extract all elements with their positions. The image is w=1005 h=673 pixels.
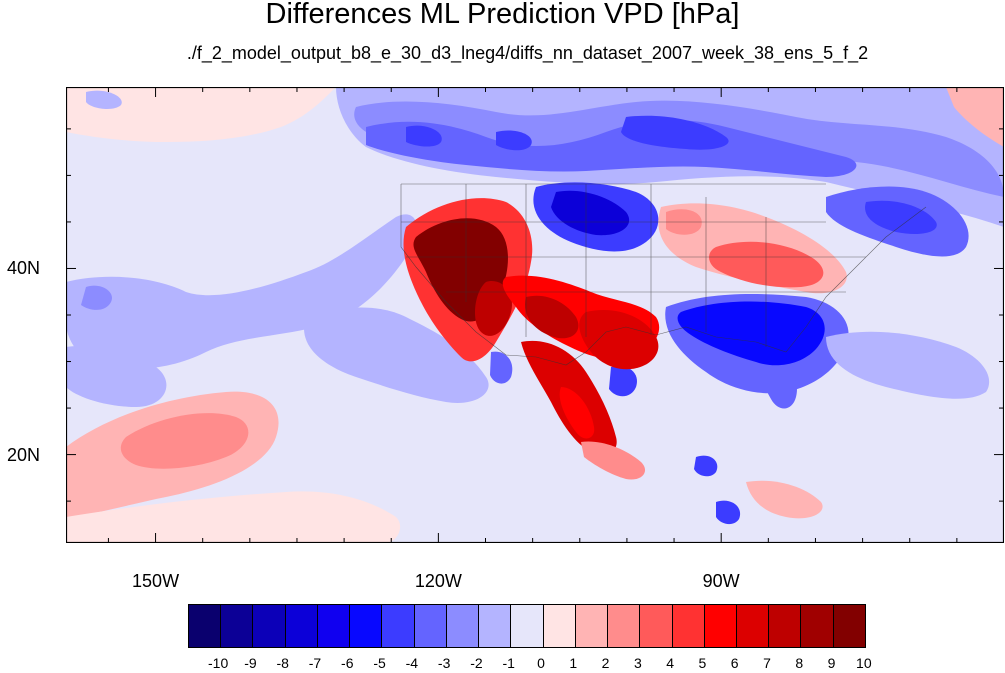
colorbar-swatch — [189, 605, 222, 647]
lon-label: 120W — [414, 571, 462, 591]
colorbar-label: 6 — [730, 655, 739, 671]
colorbar-swatch — [608, 605, 641, 647]
caribbean-blue-2 — [716, 500, 741, 525]
colorbar-label: 5 — [698, 655, 707, 671]
colorbar-swatch — [253, 605, 286, 647]
colorbar-swatch — [769, 605, 802, 647]
colorbar-swatch — [736, 605, 770, 647]
colorbar-label: 3 — [633, 655, 642, 671]
gulf-blue-spot — [609, 365, 637, 397]
state-borders — [400, 183, 927, 366]
lon-label: 150W — [132, 571, 180, 591]
colorbar-swatch — [640, 605, 673, 647]
northeast-strong-blue — [865, 200, 937, 234]
colorbar-swatch — [350, 605, 383, 647]
pacific-mid-blue-spot — [81, 285, 112, 310]
canada-strong-blue-3 — [496, 130, 532, 151]
alaska-blue-spot — [86, 90, 122, 109]
colorbar-swatch — [511, 605, 544, 647]
colorbar-label: -8 — [276, 655, 289, 671]
colorbar-swatch — [704, 605, 737, 647]
colorbar-swatch — [317, 605, 351, 647]
colorbar-swatch — [801, 605, 834, 647]
colorbar — [188, 604, 866, 648]
hawaii-pink-inner — [120, 413, 249, 469]
lat-label: 20N — [6, 444, 40, 465]
colorbar-label: 8 — [795, 655, 804, 671]
baja-blue-spot — [490, 351, 513, 384]
west-red-mid — [474, 281, 512, 336]
colorbar-label: 1 — [569, 655, 578, 671]
colorbar-label: 0 — [537, 655, 545, 671]
colorbar-swatch — [833, 605, 865, 647]
alaska-pink — [66, 87, 336, 142]
colorbar-label: -10 — [208, 655, 229, 671]
pacific-blue-patch-3 — [66, 345, 167, 407]
atlantic-right-pink — [946, 87, 1004, 147]
colorbar-label: -9 — [244, 655, 257, 671]
northern-plains-strong-blue — [551, 190, 630, 236]
lon-label: 90W — [702, 571, 740, 591]
colorbar-swatch — [672, 605, 705, 647]
pacific-blue-patch-1 — [66, 214, 417, 369]
colorbar-labels: -10 -9 -8 -7 -6 -5 -4 -3 -2 -1 0 1 2 3 4 5 6 7 8 9 10 — [0, 655, 1005, 673]
canada-blue-band — [366, 120, 857, 177]
mexico-pink-edge — [581, 441, 646, 480]
colorbar-label: -5 — [373, 655, 386, 671]
colorbar-label: 9 — [827, 655, 836, 671]
colorbar-label: -3 — [437, 655, 451, 671]
colorbar-swatch — [479, 605, 512, 647]
pacific-south-pink — [66, 491, 401, 543]
colorbar-swatch — [414, 605, 447, 647]
map-subtitle: ./f_2_model_output_b8_e_30_d3_lneg4/diff… — [186, 43, 869, 63]
canada-strong-blue-2 — [621, 115, 729, 150]
colorbar-label: 4 — [666, 655, 675, 671]
colorbar-swatch — [575, 605, 609, 647]
colorbar-swatch — [221, 605, 254, 647]
map-title: Differences ML Prediction VPD [hPa] — [265, 0, 740, 30]
vpd-difference-map — [66, 87, 1004, 543]
caribbean-blue-1 — [694, 455, 718, 477]
colorbar-swatch — [285, 605, 318, 647]
colorbar-label: -1 — [502, 655, 515, 671]
lat-label: 40N — [6, 258, 40, 279]
mexico-red-inner — [559, 387, 595, 439]
southwest-dark-red — [525, 295, 579, 339]
colorbar-label: -6 — [341, 655, 354, 671]
colorbar-swatch — [382, 605, 415, 647]
pacific-blue-patch-2 — [304, 307, 489, 403]
colorbar-label: 7 — [763, 655, 771, 671]
florida-blue — [763, 366, 797, 409]
map-canvas — [66, 87, 1004, 543]
colorbar-label: -7 — [308, 655, 322, 671]
canada-strong-blue-1 — [406, 125, 442, 147]
colorbar-label: -4 — [405, 655, 419, 671]
colorbar-label: 10 — [856, 655, 872, 671]
colorbar-swatch — [543, 605, 576, 647]
east-atlantic-light-blue — [826, 331, 990, 399]
texas-red — [579, 309, 659, 370]
colorbar-swatch — [446, 605, 480, 647]
colorbar-label: -2 — [470, 655, 483, 671]
colorbar-label: 2 — [601, 655, 610, 671]
caribbean-pink — [746, 480, 823, 519]
